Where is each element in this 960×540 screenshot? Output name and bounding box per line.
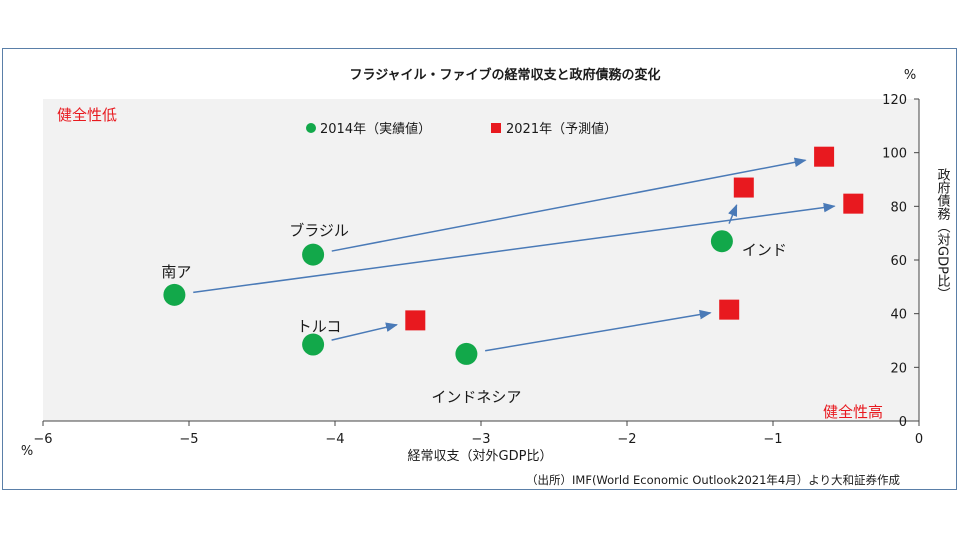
x-tick-label: −6: [33, 432, 52, 447]
y-tick-label: 100: [882, 147, 907, 162]
x-tick-label: −1: [763, 432, 782, 447]
x-tick-label: −3: [471, 432, 490, 447]
chart-title: フラジャイル・ファイブの経常収支と政府債務の変化: [349, 67, 660, 83]
y-tick-label: 80: [890, 200, 907, 215]
point-2014: [455, 342, 478, 365]
source-note: （出所）IMF(World Economic Outlook2021年4月）より…: [526, 473, 900, 487]
y-tick-label: 40: [890, 308, 907, 323]
x-tick-label: 0: [915, 432, 923, 447]
country-label: インドネシア: [431, 388, 521, 406]
country-label: インド: [742, 241, 787, 259]
change-arrow: [193, 202, 836, 294]
change-arrow: [331, 322, 398, 341]
point-2021: [843, 193, 864, 214]
plot-area: [43, 99, 919, 421]
y-unit: %: [904, 68, 916, 83]
point-2014: [302, 243, 325, 266]
point-2021: [405, 310, 426, 331]
country-label: ブラジル: [289, 222, 349, 240]
y-tick-label: 20: [890, 361, 907, 376]
point-2021: [719, 299, 740, 320]
arrows: [193, 157, 836, 352]
change-arrow: [728, 204, 738, 224]
x-tick-label: −2: [617, 432, 636, 447]
legend-marker-2014: [306, 123, 316, 133]
x-unit: %: [21, 444, 33, 459]
x-tick-label: −5: [179, 432, 198, 447]
legend: 2014年（実績値） 2021年（予測値）: [306, 121, 617, 137]
corner-label-high: 健全性高: [823, 403, 883, 421]
legend-marker-2021: [491, 123, 501, 133]
y-tick-label: 0: [899, 415, 907, 430]
legend-label-2021: 2021年（予測値）: [506, 121, 617, 137]
legend-label-2014: 2014年（実績値）: [320, 121, 431, 137]
axes: −6 −5 −4 −3 −2 −1 00 20 40 60 80 100 120: [33, 93, 923, 447]
point-2014: [163, 283, 186, 306]
point-2021: [814, 146, 835, 167]
change-arrow: [331, 157, 807, 252]
x-axis-label: 経常収支（対外GDP比）: [408, 449, 553, 464]
point-2021: [733, 177, 754, 198]
corner-label-low: 健全性低: [57, 106, 117, 124]
y-axis-label: 政府債務（対GDP比）: [935, 168, 951, 300]
y-tick-label: 120: [882, 93, 907, 108]
markers: [163, 146, 864, 365]
y-tick-label: 60: [890, 254, 907, 269]
point-2014: [710, 230, 733, 253]
country-label: 南ア: [161, 263, 191, 281]
country-label: トルコ: [297, 318, 342, 336]
point-2014: [302, 333, 325, 356]
x-tick-label: −4: [325, 432, 344, 447]
change-arrow: [485, 309, 712, 352]
